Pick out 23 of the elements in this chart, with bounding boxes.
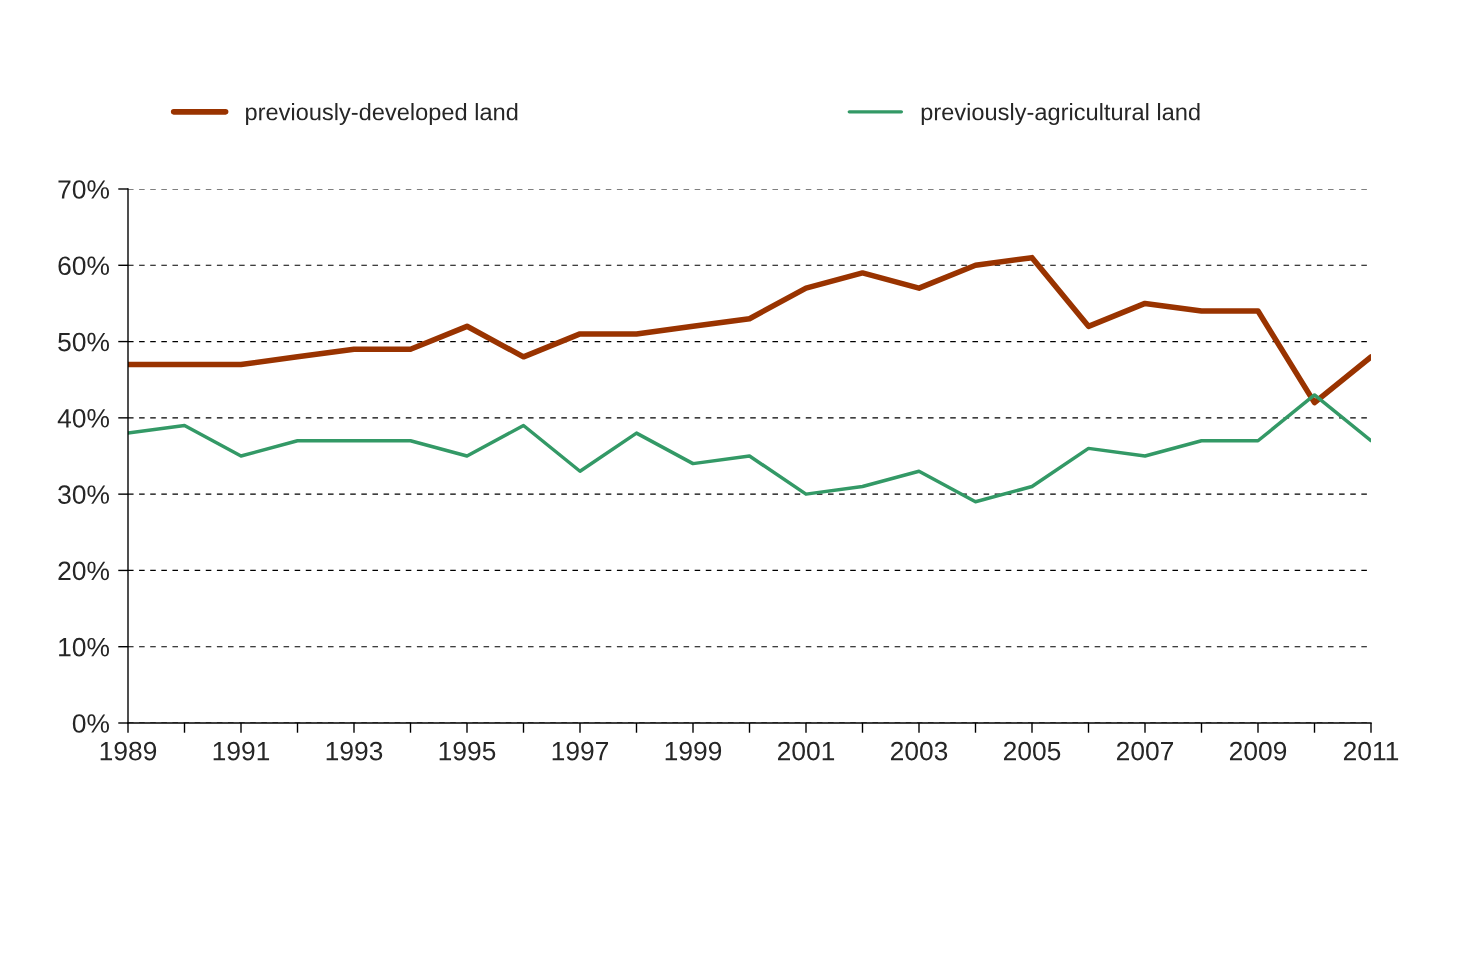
x-tick-label: 1995 (439, 741, 496, 761)
line-series (128, 393, 1371, 504)
x-tick-label: 2003 (890, 741, 948, 761)
y-tick-label: 10% (59, 637, 110, 657)
x-tick-label: 2001 (777, 741, 835, 761)
y-tick-label: 30% (58, 485, 110, 504)
y-tick-label: 40% (57, 408, 110, 428)
legend-label: previously-agricultural land (921, 103, 1200, 126)
y-tick-label: 50% (58, 332, 110, 352)
x-tick-label: 2007 (1116, 741, 1174, 761)
x-tick-label: 1999 (665, 741, 722, 761)
y-tick-label: 0% (72, 714, 110, 733)
x-tick-label: 2005 (1003, 741, 1061, 761)
x-tick-label: 1997 (552, 741, 609, 761)
x-tick-label: 1991 (213, 741, 270, 761)
x-tick-label: 2009 (1229, 741, 1287, 761)
y-tick-label: 60% (58, 256, 110, 276)
x-tick-label: 2011 (1343, 741, 1399, 761)
x-tick-label: 1993 (326, 741, 383, 761)
legend-label: previously-developed land (246, 103, 518, 126)
x-tick-label: 1989 (100, 741, 157, 761)
y-tick-label: 70% (58, 180, 110, 199)
y-tick-label: 20% (58, 561, 110, 581)
